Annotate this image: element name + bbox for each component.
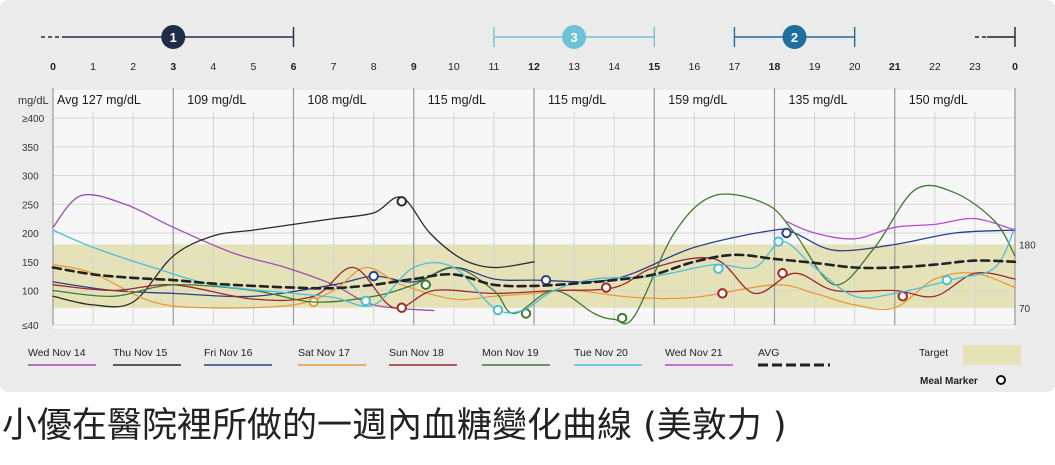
series-tue-nov-20 xyxy=(52,226,1016,316)
x-tick-label: 11 xyxy=(488,61,499,73)
x-tick-label: 3 xyxy=(170,61,176,73)
series-line xyxy=(52,184,1016,325)
legend-label: Mon Nov 19 xyxy=(482,347,539,359)
series-line xyxy=(52,228,1016,298)
meal-marker xyxy=(368,270,379,282)
average-label: 115 mg/dL xyxy=(548,93,606,107)
series-sat-nov-17 xyxy=(52,263,1016,311)
x-tick-label: 1 xyxy=(90,61,96,73)
x-tick-label: 4 xyxy=(210,61,216,73)
series-mon-nov-19 xyxy=(52,184,1016,325)
meal-marker xyxy=(600,282,612,293)
x-tick-label: 20 xyxy=(849,61,861,73)
series-line xyxy=(52,257,1016,309)
x-tick-label: 9 xyxy=(411,61,417,73)
x-tick-label: 2 xyxy=(130,61,136,73)
x-tick-label: 17 xyxy=(729,61,741,73)
meal-marker xyxy=(540,274,552,286)
x-tick-label: 5 xyxy=(250,61,256,73)
average-label: 135 mg/dL xyxy=(789,93,848,107)
y-tick-label: 250 xyxy=(22,200,39,211)
y-tick-label: ≥400 xyxy=(22,114,45,125)
average-label: 109 mg/dL xyxy=(187,93,246,107)
series-thu-nov-15 xyxy=(52,196,535,308)
meal-marker xyxy=(717,288,728,299)
series-fri-nov-16 xyxy=(52,227,1016,298)
average-label: 159 mg/dL xyxy=(668,93,727,107)
meal-marker xyxy=(941,274,953,286)
legend-meal-marker-icon xyxy=(996,375,1006,385)
x-tick-label: 0 xyxy=(1012,61,1018,73)
period-badge-label: 1 xyxy=(170,30,177,45)
meal-marker xyxy=(492,304,504,316)
legend-target-label: Target xyxy=(919,347,948,359)
legend-label: Thu Nov 15 xyxy=(113,347,167,359)
average-label: Avg 127 mg/dL xyxy=(57,93,141,107)
x-tick-label: 19 xyxy=(809,61,821,73)
x-tick-label: 7 xyxy=(331,61,337,73)
series-line xyxy=(52,196,535,308)
legend-label: Wed Nov 14 xyxy=(28,347,86,359)
x-tick-label: 12 xyxy=(528,61,540,73)
legend-label: Fri Nov 16 xyxy=(204,347,253,359)
meal-marker xyxy=(616,312,628,324)
legend-meal-marker-label: Meal Marker xyxy=(920,376,978,387)
x-tick-label: 6 xyxy=(291,61,297,73)
caption: 小優在醫院裡所做的一週內血糖變化曲線 (美敦力 ) xyxy=(2,406,787,446)
meal-marker xyxy=(777,268,788,279)
target-high-label: 180 xyxy=(1019,241,1036,252)
period-badge-label: 3 xyxy=(570,30,577,45)
meal-marker xyxy=(420,279,431,290)
y-tick-label: 350 xyxy=(22,143,39,154)
x-tick-label: 14 xyxy=(608,61,620,73)
series-line xyxy=(51,253,1017,290)
period-badge xyxy=(161,25,186,49)
x-tick-label: 21 xyxy=(889,61,901,73)
series-line xyxy=(52,263,1016,311)
series-line xyxy=(52,193,435,312)
y-tick-label: 200 xyxy=(22,229,39,240)
x-tick-label: 8 xyxy=(371,61,377,73)
meal-marker xyxy=(773,236,784,247)
period-badge xyxy=(562,25,587,49)
series-wed-nov-14 xyxy=(52,193,435,312)
legend-target-swatch xyxy=(963,345,1021,365)
y-tick-label: 100 xyxy=(22,287,39,298)
period-badge xyxy=(782,25,807,49)
y-tick-label: ≤40 xyxy=(22,321,39,332)
legend-label: Sun Nov 18 xyxy=(389,347,444,359)
legend-label: Tue Nov 20 xyxy=(574,347,628,359)
legend-label: Wed Nov 21 xyxy=(665,347,723,359)
x-tick-label: 0 xyxy=(50,61,56,73)
legend-label: AVG xyxy=(758,347,779,359)
meal-marker xyxy=(396,196,407,207)
legend-label: Sat Nov 17 xyxy=(298,347,350,359)
meal-marker xyxy=(360,295,371,307)
x-tick-label: 13 xyxy=(568,61,580,73)
x-tick-label: 23 xyxy=(969,61,981,73)
series-avg xyxy=(51,253,1017,290)
x-tick-label: 15 xyxy=(648,61,660,73)
period-badge-label: 2 xyxy=(791,30,798,45)
y-tick-label: 300 xyxy=(22,172,39,183)
series-wed-nov-21 xyxy=(785,217,1016,240)
y-axis-label: mg/dL xyxy=(18,95,49,107)
average-label: 108 mg/dL xyxy=(308,93,367,107)
x-tick-label: 16 xyxy=(688,61,700,73)
meal-marker xyxy=(781,227,792,239)
average-label: 115 mg/dL xyxy=(428,93,486,107)
x-tick-label: 18 xyxy=(769,61,781,73)
target-low-label: 70 xyxy=(1019,304,1031,315)
series-line xyxy=(785,217,1016,240)
meal-marker xyxy=(713,263,724,274)
meal-marker xyxy=(396,302,407,313)
x-tick-label: 22 xyxy=(929,61,941,73)
x-tick-label: 10 xyxy=(448,61,460,73)
y-tick-label: 150 xyxy=(22,258,39,269)
meal-marker xyxy=(897,291,908,302)
average-label: 150 mg/dL xyxy=(909,93,968,107)
series-line xyxy=(52,226,1016,314)
series-sun-nov-18 xyxy=(52,257,1016,313)
